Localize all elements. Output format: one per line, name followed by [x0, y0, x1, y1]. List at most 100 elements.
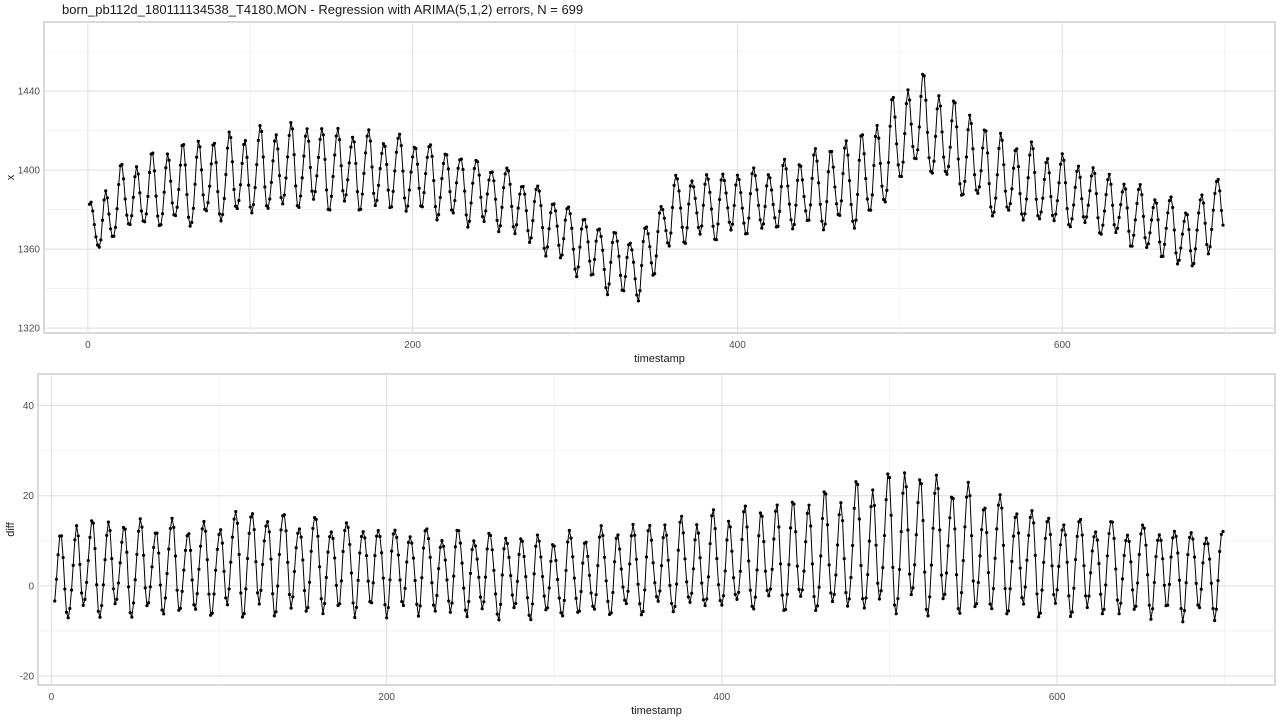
- data-point: [908, 98, 912, 102]
- data-point: [381, 576, 385, 580]
- data-point: [104, 189, 108, 193]
- data-point: [125, 550, 129, 554]
- x-tick-label: 400: [729, 340, 746, 351]
- data-point: [450, 208, 454, 212]
- data-point: [906, 88, 910, 92]
- data-point: [794, 203, 798, 207]
- data-point: [914, 533, 918, 537]
- data-point: [289, 120, 293, 125]
- data-point: [734, 183, 738, 187]
- data-point: [1070, 610, 1074, 614]
- data-point: [216, 189, 220, 194]
- data-point: [254, 560, 258, 564]
- data-point: [299, 535, 303, 539]
- data-point: [467, 599, 471, 604]
- data-point: [919, 482, 923, 486]
- data-point: [942, 155, 946, 159]
- data-point: [237, 552, 241, 557]
- data-point: [893, 115, 897, 119]
- data-point: [1211, 606, 1215, 611]
- data-point: [589, 591, 593, 595]
- data-point: [1003, 189, 1008, 193]
- data-point: [497, 229, 501, 234]
- data-point: [983, 506, 987, 510]
- data-point: [472, 166, 476, 171]
- data-point: [768, 176, 772, 180]
- data-point: [234, 204, 238, 208]
- data-point: [404, 209, 408, 213]
- data-point: [1080, 533, 1084, 537]
- data-point: [782, 157, 787, 161]
- data-point: [482, 219, 486, 224]
- data-point: [971, 147, 975, 151]
- data-point: [636, 299, 640, 303]
- x-axis-title: timestamp: [631, 705, 682, 717]
- data-point: [349, 571, 354, 575]
- data-point: [294, 546, 298, 550]
- data-point: [738, 569, 742, 573]
- data-point: [180, 589, 184, 593]
- data-point: [268, 197, 272, 201]
- data-point: [1065, 207, 1069, 211]
- data-point: [362, 171, 366, 175]
- data-point: [886, 472, 890, 476]
- data-point: [725, 538, 729, 542]
- data-point: [79, 591, 84, 595]
- data-point: [490, 548, 494, 552]
- bottom-panel: 0 200 400 600 -20 0 20 40 timestamp diff: [5, 373, 1276, 717]
- data-point: [173, 554, 178, 558]
- data-point: [195, 155, 199, 159]
- data-point: [302, 154, 306, 158]
- data-point: [386, 605, 390, 610]
- data-point: [622, 289, 626, 293]
- data-point: [521, 184, 525, 189]
- data-point: [452, 574, 456, 578]
- data-point: [446, 167, 450, 171]
- data-point: [735, 597, 739, 601]
- data-point: [425, 155, 429, 159]
- data-point: [1123, 187, 1128, 191]
- data-point: [346, 178, 350, 182]
- data-point: [824, 492, 828, 496]
- data-point: [664, 229, 668, 233]
- data-point: [631, 260, 636, 264]
- data-point: [691, 567, 695, 571]
- data-point: [212, 592, 216, 596]
- data-point: [371, 581, 375, 585]
- data-point: [1197, 211, 1201, 215]
- data-point: [817, 181, 821, 185]
- data-point: [260, 129, 264, 134]
- data-point: [125, 213, 129, 217]
- y-axis-title: x: [5, 174, 17, 180]
- data-point: [1162, 242, 1167, 246]
- data-point: [799, 164, 803, 168]
- data-point: [1089, 174, 1094, 178]
- data-point: [433, 205, 437, 209]
- data-point: [165, 152, 170, 156]
- data-point: [843, 146, 847, 150]
- data-point: [144, 212, 148, 216]
- data-point: [286, 155, 290, 159]
- data-point: [1027, 533, 1031, 538]
- data-point: [306, 605, 310, 610]
- data-point: [286, 560, 290, 564]
- data-point: [985, 530, 989, 535]
- data-point: [1078, 517, 1083, 522]
- data-point: [1088, 189, 1092, 193]
- data-point: [852, 506, 856, 510]
- data-point: [976, 580, 980, 585]
- data-point: [1094, 530, 1098, 534]
- data-point: [1196, 603, 1200, 607]
- data-point: [369, 601, 374, 605]
- data-point: [266, 520, 270, 524]
- data-point: [1005, 205, 1009, 209]
- data-point: [814, 608, 818, 612]
- data-point: [482, 600, 486, 604]
- data-point: [159, 223, 163, 227]
- data-point: [903, 132, 907, 136]
- data-point: [755, 568, 759, 572]
- data-point: [307, 139, 311, 143]
- data-point: [1029, 140, 1033, 144]
- data-point: [503, 172, 507, 176]
- data-point: [703, 603, 707, 608]
